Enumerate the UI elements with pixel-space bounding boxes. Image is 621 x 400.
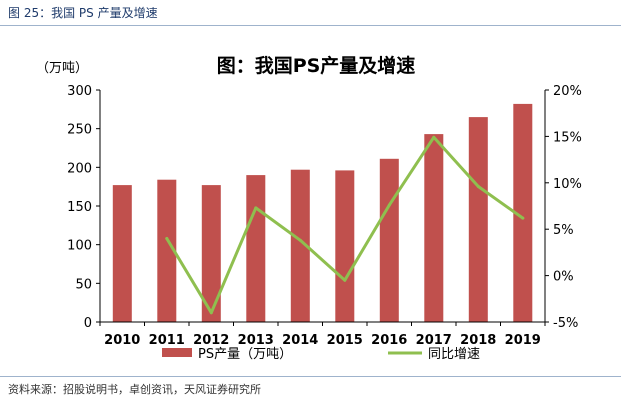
x-tick-label: 2018 <box>460 333 496 348</box>
bar-2017 <box>424 134 444 322</box>
left-axis-unit-label: （万吨） <box>36 61 88 76</box>
growth-point-2013 <box>254 206 258 210</box>
left-tick-label: 250 <box>67 123 92 138</box>
growth-point-2019 <box>521 216 525 220</box>
growth-point-2011 <box>165 237 169 240</box>
left-tick-label: 50 <box>75 277 92 292</box>
plot-area: 0 50 100 150 200 250 300 -5% 0% 5% 10% 15% 20% 2010 20… <box>67 84 582 348</box>
bar-2010 <box>112 185 132 322</box>
legend: PS产量（万吨） 同比增速 <box>162 347 480 362</box>
right-tick-label: 10% <box>553 177 582 192</box>
x-tick-label: 2015 <box>327 333 363 348</box>
x-tick-label: 2016 <box>371 333 407 348</box>
x-tick-label: 2012 <box>193 333 229 348</box>
bar-2016 <box>379 158 399 322</box>
bar-2015 <box>335 170 355 322</box>
growth-point-2017 <box>432 135 436 139</box>
x-tick-label: 2017 <box>416 333 452 348</box>
chart: 图：我国PS产量及增速 （万吨） 0 50 100 150 200 250 300 -5% 0%… <box>36 54 582 362</box>
bar-2014 <box>290 169 310 322</box>
right-tick-label: 20% <box>553 84 582 99</box>
growth-point-2018 <box>476 185 480 188</box>
right-tick-label: -5% <box>553 316 578 331</box>
bar-2019 <box>513 103 533 323</box>
bar-2018 <box>468 117 488 322</box>
x-tick-label: 2013 <box>238 333 274 348</box>
legend-label-line: 同比增速 <box>428 347 480 362</box>
x-tick-label: 2014 <box>282 333 318 348</box>
x-tick-label: 2010 <box>104 333 140 348</box>
legend-swatch-bar <box>162 348 192 357</box>
growth-point-2015 <box>343 278 347 282</box>
left-tick-label: 100 <box>67 239 92 254</box>
left-tick-label: 150 <box>67 200 92 215</box>
bar-2013 <box>246 175 266 322</box>
footer-divider <box>0 376 621 377</box>
legend-label-bar: PS产量（万吨） <box>198 347 292 362</box>
right-tick-label: 5% <box>553 223 574 238</box>
figure-caption: 图 25：我国 PS 产量及增速 <box>8 6 158 20</box>
source-note: 资料来源：招股说明书，卓创资讯，天风证券研究所 <box>8 383 261 396</box>
left-tick-label: 200 <box>67 161 92 176</box>
growth-point-2016 <box>387 203 391 207</box>
bar-2012 <box>201 185 221 322</box>
growth-point-2012 <box>209 311 213 315</box>
bar-2011 <box>157 179 177 322</box>
x-tick-label: 2011 <box>149 333 185 348</box>
x-tick-label: 2019 <box>505 333 541 348</box>
caption-divider <box>0 25 621 26</box>
right-tick-label: 0% <box>553 270 574 285</box>
left-tick-label: 0 <box>84 316 92 331</box>
right-tick-label: 15% <box>553 130 582 145</box>
chart-title: 图：我国PS产量及增速 <box>217 54 416 77</box>
left-tick-label: 300 <box>67 84 92 99</box>
growth-point-2014 <box>298 238 302 242</box>
